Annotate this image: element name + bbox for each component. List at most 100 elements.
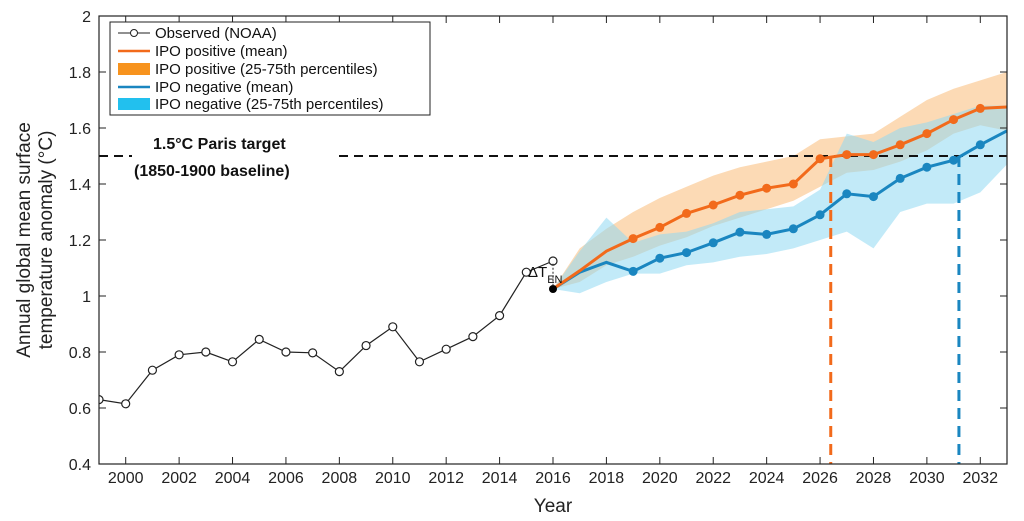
ipo-negative-point [895,173,905,183]
observed-point [414,357,425,367]
legend-ipo-negative-band-swatch [118,98,150,110]
legend-ipo-negative-label: IPO negative (mean) [155,79,293,96]
ipo-negative-point [975,140,985,150]
observed-point [254,334,264,344]
legend-ipo-positive-band-label: IPO positive (25-75th percentiles) [155,61,378,78]
x-tick-label: 2018 [589,470,625,487]
x-tick-label: 2004 [215,470,251,487]
y-tick-label: 1 [82,289,91,306]
observed-point [121,399,131,409]
x-tick-label: 2026 [802,470,838,487]
observed-line [99,260,554,405]
ipo-positive-point [735,190,745,200]
y-tick-label: 1.2 [69,233,91,250]
ipo-positive-point [788,179,798,189]
x-tick-label: 2024 [749,470,785,487]
observed-point [174,350,184,360]
y-tick-label: 2 [82,9,91,26]
ipo-negative-point [949,155,959,165]
observed-point [201,347,211,357]
legend: Observed (NOAA) IPO positive (mean) IPO … [109,21,431,116]
ipo-negative-point [842,189,852,199]
y-tick-label: 1.8 [69,65,91,82]
delta-t-en-label: ΔTEN [528,264,563,286]
ipo-negative-point [628,266,638,276]
observed-point [494,311,505,321]
x-tick-label: 2032 [962,470,998,487]
threshold-label-bg [132,129,337,183]
ipo-negative-point [708,238,718,248]
observed-point [468,332,478,342]
ipo-positive-point [895,140,905,150]
x-tick-label: 2014 [482,470,518,487]
x-tick-label: 2000 [108,470,144,487]
observed-point [308,348,318,358]
legend-ipo-positive-label: IPO positive (mean) [155,43,288,60]
x-tick-label: 2020 [642,470,678,487]
x-tick-label: 2008 [322,470,358,487]
observed-point [521,267,531,277]
ipo-positive-point [922,129,932,139]
threshold-label-line1: 1.5°C Paris target [153,136,286,153]
crossing-year-lines [829,156,961,464]
x-tick-label: 2028 [856,470,892,487]
ipo-positive-line [552,105,1007,291]
x-tick-label: 2022 [695,470,731,487]
legend-observed-label: Observed (NOAA) [155,25,277,42]
ipo-negative-point [815,210,825,220]
ipo-negative-line [552,129,1007,291]
y-tick-label: 0.8 [69,345,91,362]
axes: 2000 2002 2004 2006 2008 2010 2012 2014 2016 2018… [69,9,1007,487]
legend-ipo-positive-band-swatch [118,63,150,75]
delta-t-en-point [549,285,557,293]
y-axis-title-line1: Annual global mean surface [14,122,35,358]
y-tick-label: 0.4 [69,457,91,474]
observed-point [147,365,158,375]
observed-point [227,357,238,367]
ipo-positive-point [868,150,878,160]
ipo-positive-point [842,150,852,160]
observed-point [281,347,291,357]
ipo-positive-point [682,208,692,218]
y-tick-label: 1.6 [69,121,91,138]
legend-observed-marker [130,29,138,37]
ipo-positive-point [815,154,825,164]
ipo-positive-point [762,183,772,193]
legend-box [109,21,431,116]
observed-point [334,367,344,377]
ipo-negative-point [735,227,745,237]
observed-point [99,395,104,405]
percentile-bands [553,72,1007,294]
ipo-negative-point [868,192,878,202]
ipo-positive-point [708,200,718,210]
ipo-negative-band [553,105,1007,294]
ipo-positive-point [975,103,985,113]
x-tick-label: 2002 [161,470,197,487]
ipo-positive-point [628,234,638,244]
observed-point [388,322,398,332]
y-tick-label: 0.6 [69,401,91,418]
x-tick-label: 2016 [535,470,571,487]
x-tick-label: 2010 [375,470,411,487]
observed-point [361,340,371,351]
x-tick-label: 2030 [909,470,945,487]
ipo-negative-point [655,253,665,263]
ipo-positive-point [949,115,959,125]
ipo-positive-point [655,222,665,232]
observed-point [441,344,451,354]
ipo-negative-point [922,162,932,172]
threshold-label-line2: (1850-1900 baseline) [134,163,290,180]
ipo-negative-point [788,224,798,234]
x-tick-label: 2012 [428,470,464,487]
legend-ipo-negative-band-label: IPO negative (25-75th percentiles) [155,96,383,113]
ipo-negative-point [762,229,772,239]
y-tick-label: 1.4 [69,177,91,194]
ipo-negative-point [682,248,692,258]
x-tick-label: 2006 [268,470,304,487]
x-axis-title: Year [534,496,573,517]
y-axis-title: Annual global mean surface temperature a… [14,122,57,358]
plot-frame [98,15,1008,465]
y-axis-title-line2: temperature anomaly (°C) [36,131,57,350]
data-series [99,103,1007,409]
